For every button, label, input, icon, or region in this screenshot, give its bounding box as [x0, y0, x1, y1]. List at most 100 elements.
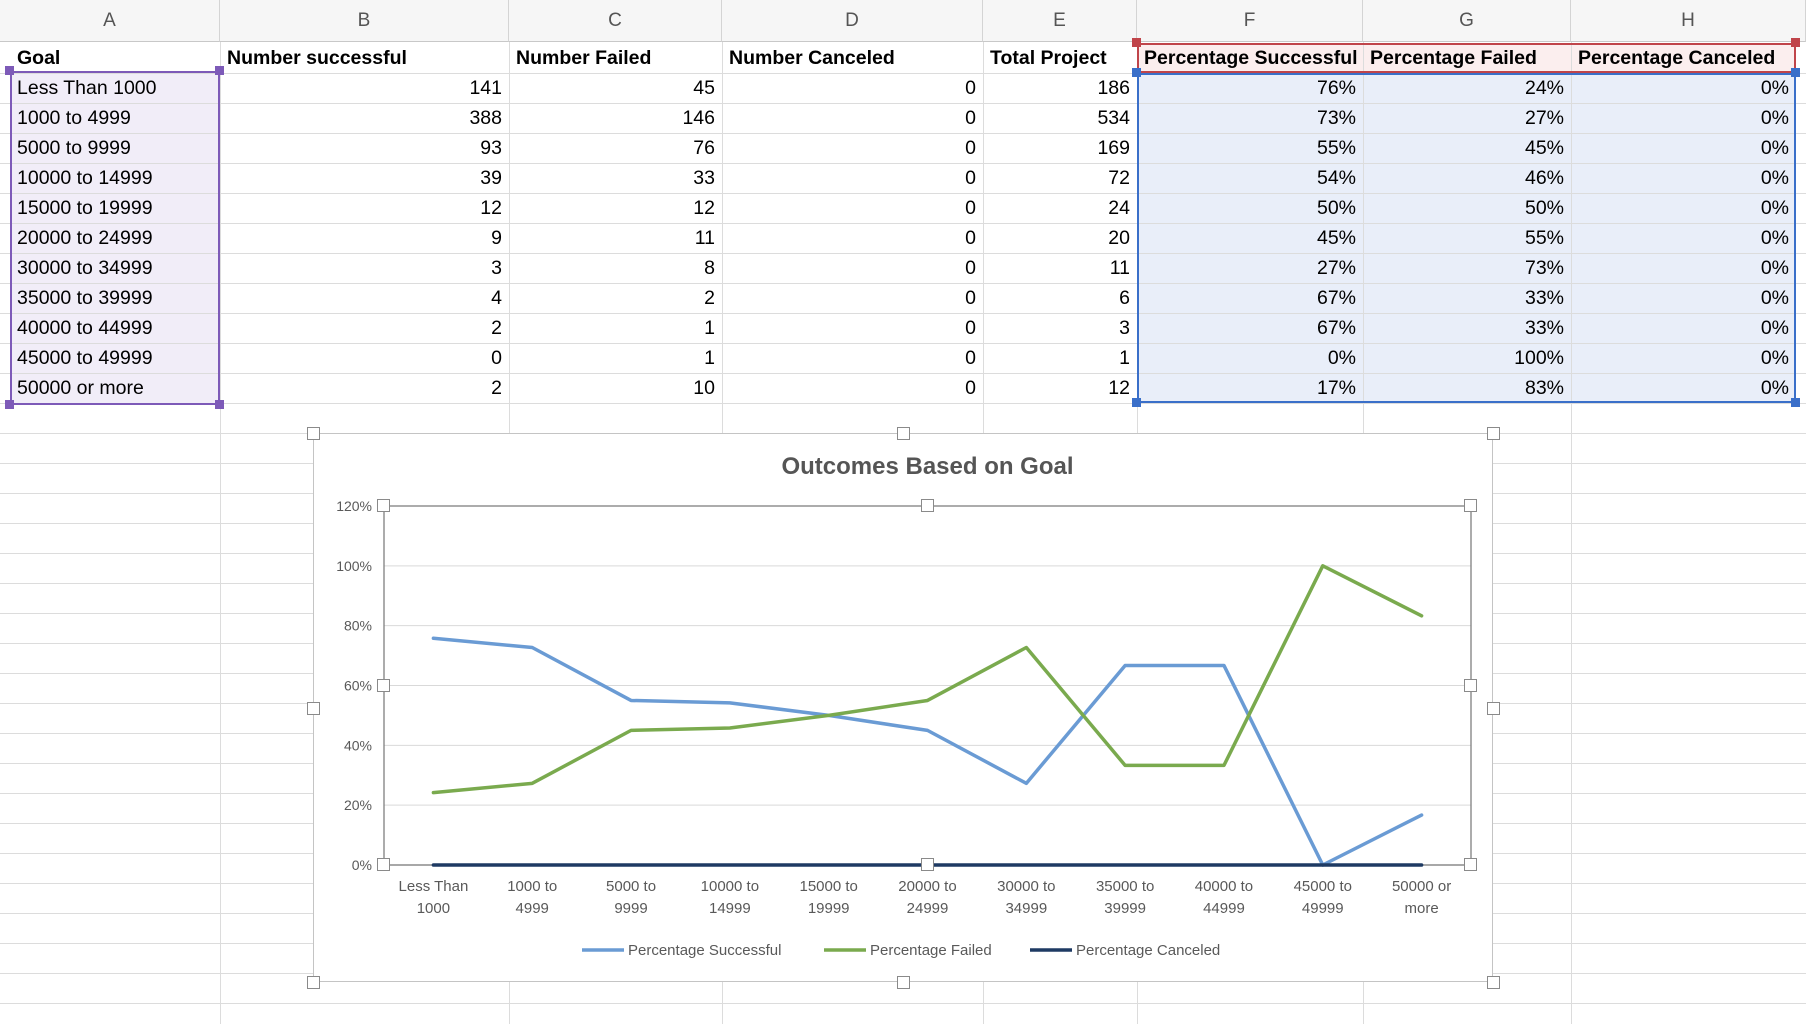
plot-area-handle[interactable]	[1464, 678, 1477, 692]
column-header-f[interactable]: F	[1137, 0, 1363, 42]
selection-handle[interactable]	[215, 400, 224, 409]
header-cell[interactable]: Percentage Canceled	[1578, 47, 1776, 69]
table-cell[interactable]: 12	[693, 197, 715, 219]
table-cell[interactable]: 83%	[1524, 377, 1564, 399]
table-cell[interactable]: 12	[480, 197, 502, 219]
selection-handle[interactable]	[5, 400, 14, 409]
table-cell[interactable]: 10000 to 14999	[17, 167, 153, 189]
table-cell[interactable]: 8	[704, 257, 715, 279]
table-cell[interactable]: 27%	[1316, 257, 1356, 279]
chart-resize-handle[interactable]	[897, 427, 910, 440]
table-cell[interactable]: 0%	[1760, 107, 1789, 129]
table-cell[interactable]: 3	[1119, 317, 1130, 339]
table-cell[interactable]: 17%	[1316, 377, 1356, 399]
table-cell[interactable]: 0%	[1760, 317, 1789, 339]
table-cell[interactable]: 2	[491, 377, 502, 399]
table-cell[interactable]: 50000 or more	[17, 377, 144, 399]
selection-handle[interactable]	[5, 66, 14, 75]
chart-resize-handle[interactable]	[1487, 427, 1500, 440]
chart-resize-handle[interactable]	[1487, 701, 1500, 715]
table-cell[interactable]: 1000 to 4999	[17, 107, 131, 129]
chart-resize-handle[interactable]	[307, 976, 320, 989]
table-cell[interactable]: 534	[1097, 107, 1130, 129]
table-cell[interactable]: 141	[469, 77, 502, 99]
table-cell[interactable]: 0%	[1760, 377, 1789, 399]
table-cell[interactable]: 186	[1097, 77, 1130, 99]
table-cell[interactable]: 20000 to 24999	[17, 227, 153, 249]
table-cell[interactable]: 0	[965, 167, 976, 189]
table-cell[interactable]: 1	[704, 317, 715, 339]
chart-resize-handle[interactable]	[897, 976, 910, 989]
table-cell[interactable]: Less Than 1000	[17, 77, 157, 99]
table-cell[interactable]: 0	[965, 137, 976, 159]
table-cell[interactable]: 67%	[1316, 287, 1356, 309]
table-cell[interactable]: 45000 to 49999	[17, 347, 153, 369]
table-cell[interactable]: 50%	[1316, 197, 1356, 219]
table-cell[interactable]: 46%	[1524, 167, 1564, 189]
selection-handle[interactable]	[1132, 398, 1141, 407]
header-cell[interactable]: Number Canceled	[729, 47, 895, 69]
column-header-e[interactable]: E	[983, 0, 1137, 42]
selection-handle[interactable]	[1791, 38, 1800, 47]
table-cell[interactable]: 0%	[1760, 137, 1789, 159]
column-header-c[interactable]: C	[509, 0, 722, 42]
table-cell[interactable]: 55%	[1524, 227, 1564, 249]
table-cell[interactable]: 2	[704, 287, 715, 309]
table-cell[interactable]: 33	[693, 167, 715, 189]
table-cell[interactable]: 0	[965, 77, 976, 99]
table-cell[interactable]: 27%	[1524, 107, 1564, 129]
chart-resize-handle[interactable]	[307, 701, 320, 715]
table-cell[interactable]: 146	[682, 107, 715, 129]
table-cell[interactable]: 0	[965, 197, 976, 219]
table-cell[interactable]: 39	[480, 167, 502, 189]
table-cell[interactable]: 15000 to 19999	[17, 197, 153, 219]
table-cell[interactable]: 76%	[1316, 77, 1356, 99]
plot-area-handle[interactable]	[920, 499, 934, 512]
table-cell[interactable]: 67%	[1316, 317, 1356, 339]
table-cell[interactable]: 0	[965, 227, 976, 249]
table-cell[interactable]: 11	[694, 227, 715, 249]
table-cell[interactable]: 0	[965, 317, 976, 339]
table-cell[interactable]: 1	[704, 347, 715, 369]
table-cell[interactable]: 45%	[1316, 227, 1356, 249]
table-cell[interactable]: 33%	[1524, 287, 1564, 309]
table-cell[interactable]: 0	[965, 347, 976, 369]
header-cell[interactable]: Number Failed	[516, 47, 652, 69]
table-cell[interactable]: 0%	[1760, 167, 1789, 189]
chart-resize-handle[interactable]	[307, 427, 320, 440]
table-cell[interactable]: 0%	[1760, 347, 1789, 369]
table-cell[interactable]: 45%	[1524, 137, 1564, 159]
table-cell[interactable]: 0	[491, 347, 502, 369]
column-header-h[interactable]: H	[1571, 0, 1806, 42]
table-cell[interactable]: 2	[491, 317, 502, 339]
table-cell[interactable]: 1	[1119, 347, 1130, 369]
table-cell[interactable]: 6	[1119, 287, 1130, 309]
table-cell[interactable]: 24%	[1524, 77, 1564, 99]
table-cell[interactable]: 40000 to 44999	[17, 317, 153, 339]
header-cell[interactable]: Number successful	[227, 47, 407, 69]
table-cell[interactable]: 0%	[1327, 347, 1356, 369]
line-chart[interactable]: Outcomes Based on Goal 0% 20% 40% 60% 80% 100%…	[307, 427, 1500, 989]
column-header-g[interactable]: G	[1363, 0, 1571, 42]
table-cell[interactable]: 9	[491, 227, 502, 249]
selection-handle[interactable]	[1132, 38, 1141, 47]
table-cell[interactable]: 54%	[1316, 167, 1356, 189]
table-cell[interactable]: 0%	[1760, 197, 1789, 219]
column-header-b[interactable]: B	[220, 0, 509, 42]
table-cell[interactable]: 33%	[1524, 317, 1564, 339]
header-cell[interactable]: Goal	[17, 47, 61, 69]
table-cell[interactable]: 3	[491, 257, 502, 279]
plot-area-handle[interactable]	[377, 858, 390, 871]
table-cell[interactable]: 4	[491, 287, 502, 309]
table-cell[interactable]: 35000 to 39999	[17, 287, 153, 309]
table-cell[interactable]: 0%	[1760, 77, 1789, 99]
selection-handle[interactable]	[215, 66, 224, 75]
column-header-a[interactable]: A	[0, 0, 220, 42]
table-cell[interactable]: 100%	[1514, 347, 1564, 369]
table-cell[interactable]: 45	[693, 77, 715, 99]
table-cell[interactable]: 0	[965, 287, 976, 309]
table-cell[interactable]: 0	[965, 257, 976, 279]
table-cell[interactable]: 93	[480, 137, 502, 159]
table-cell[interactable]: 50%	[1524, 197, 1564, 219]
plot-area-handle[interactable]	[1464, 858, 1477, 871]
